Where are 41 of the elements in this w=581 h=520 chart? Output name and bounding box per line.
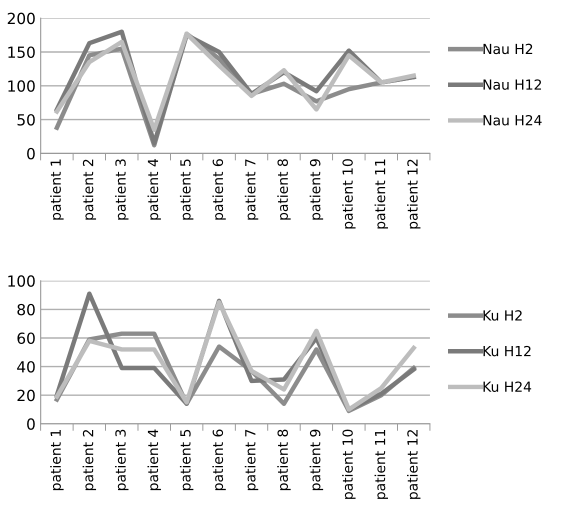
x-tick-label: patient 2 — [82, 430, 96, 490]
x-tick-label: patient 8 — [277, 430, 291, 490]
x-tick-label: patient 4 — [147, 429, 161, 490]
x-tick-label: patient 12 — [407, 430, 420, 499]
x-tick-label: patient 5 — [180, 159, 194, 220]
x-tick-label: patient 10 — [342, 159, 356, 229]
x-tick-label: patient 8 — [277, 159, 291, 220]
y-tick-label: 20 — [17, 390, 35, 402]
x-tick-label: patient 7 — [244, 159, 258, 220]
x-tick-label: patient 11 — [374, 160, 388, 229]
x-tick-label: patient 3 — [115, 430, 128, 490]
x-tick-label: patient 9 — [310, 430, 324, 490]
y-tick-label: 0 — [27, 418, 35, 430]
x-tick-label: patient 6 — [212, 430, 226, 490]
legend-label: Ku H12 — [484, 346, 531, 356]
y-tick-label: 80 — [17, 304, 35, 316]
x-tick-label: patient 1 — [50, 160, 64, 220]
x-tick-label: patient 11 — [374, 430, 388, 499]
legend-label: Nau H24 — [484, 114, 542, 126]
y-tick-label: 50 — [18, 114, 35, 126]
x-tick-label: patient 7 — [244, 430, 258, 490]
x-tick-label: patient 4 — [147, 159, 161, 220]
legend-label: Ku H24 — [484, 381, 532, 392]
y-tick-label: 100 — [8, 275, 35, 287]
y-tick-label: 150 — [8, 46, 35, 58]
legend-label: Ku H2 — [484, 310, 522, 321]
y-tick-label: 60 — [17, 332, 35, 344]
y-tick-label: 100 — [8, 80, 35, 92]
y-tick-label: 40 — [17, 361, 35, 373]
legend-label: Nau H12 — [484, 79, 542, 90]
y-tick-label: 200 — [8, 12, 35, 24]
x-tick-label: patient 1 — [50, 430, 64, 490]
y-tick-label: 0 — [27, 148, 35, 160]
x-tick-label: patient 6 — [212, 159, 226, 220]
x-tick-label: patient 12 — [407, 160, 420, 229]
legend-label: Nau H2 — [484, 44, 532, 54]
x-tick-label: patient 5 — [180, 430, 194, 490]
x-tick-label: patient 3 — [115, 159, 128, 220]
x-tick-label: patient 10 — [342, 430, 356, 499]
x-tick-label: patient 9 — [310, 159, 324, 220]
x-tick-label: patient 2 — [82, 160, 96, 220]
